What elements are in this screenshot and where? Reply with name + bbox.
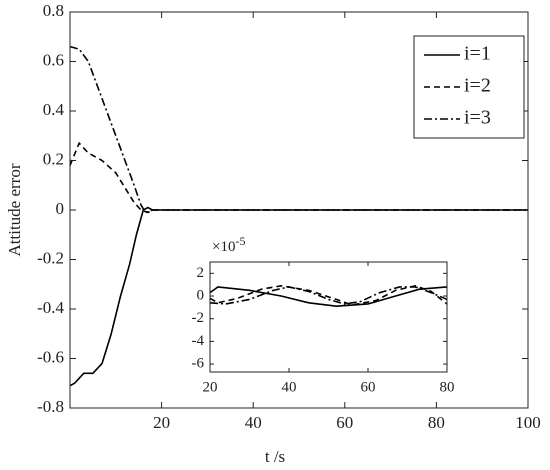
- data-line: [209, 286, 448, 305]
- y-tick-label: 0.2: [43, 149, 64, 168]
- legend-label: i=1: [464, 43, 491, 65]
- plot-area: [210, 262, 447, 372]
- x-tick-label: 40: [245, 413, 262, 432]
- x-tick-label: 20: [203, 379, 218, 395]
- data-line: [69, 45, 528, 214]
- exponent-power: -5: [235, 234, 245, 248]
- y-tick-label: -0.6: [37, 347, 64, 366]
- x-tick-label: 60: [336, 413, 353, 432]
- data-line: [209, 284, 448, 306]
- data-line: [69, 141, 528, 214]
- y-tick-label: 0.4: [43, 100, 65, 119]
- y-tick-label: 0.8: [43, 1, 64, 20]
- axes-frame: [209, 261, 448, 373]
- legend-box: [413, 35, 525, 139]
- data-line: [69, 206, 528, 387]
- inset-chart: 20 40 60 80 -6 -4 -2 0 2 ×10-5: [192, 234, 455, 396]
- x-tick-label: 80: [440, 379, 455, 395]
- y-axis-label: Attitude error: [5, 163, 24, 256]
- legend-label: i=3: [464, 107, 491, 129]
- y-tick-label: -2: [192, 310, 205, 326]
- legend-label: i=2: [464, 75, 491, 97]
- y-tick-label: 0.6: [43, 50, 64, 69]
- y-tick-label: 0: [56, 199, 65, 218]
- y-tick-label: 0: [197, 287, 205, 303]
- y-tick-label: -0.2: [37, 248, 64, 267]
- x-tick-label: 40: [282, 379, 297, 395]
- x-tick-label: 100: [515, 413, 541, 432]
- data-line: [209, 286, 448, 308]
- y-tick-label: -0.8: [37, 397, 64, 416]
- x-tick-label: 60: [361, 379, 376, 395]
- x-axis-label: t /s: [265, 447, 285, 466]
- x-tick-label: 80: [428, 413, 445, 432]
- y-tick-label: 2: [197, 265, 205, 281]
- exponent-base: ×10: [212, 239, 235, 255]
- y-tick-label: -6: [192, 355, 205, 371]
- x-tick-label: 20: [153, 413, 170, 432]
- y-tick-label: -4: [192, 333, 205, 349]
- y-tick-label: -0.4: [37, 298, 64, 317]
- exponent-label: ×10-5: [212, 234, 245, 256]
